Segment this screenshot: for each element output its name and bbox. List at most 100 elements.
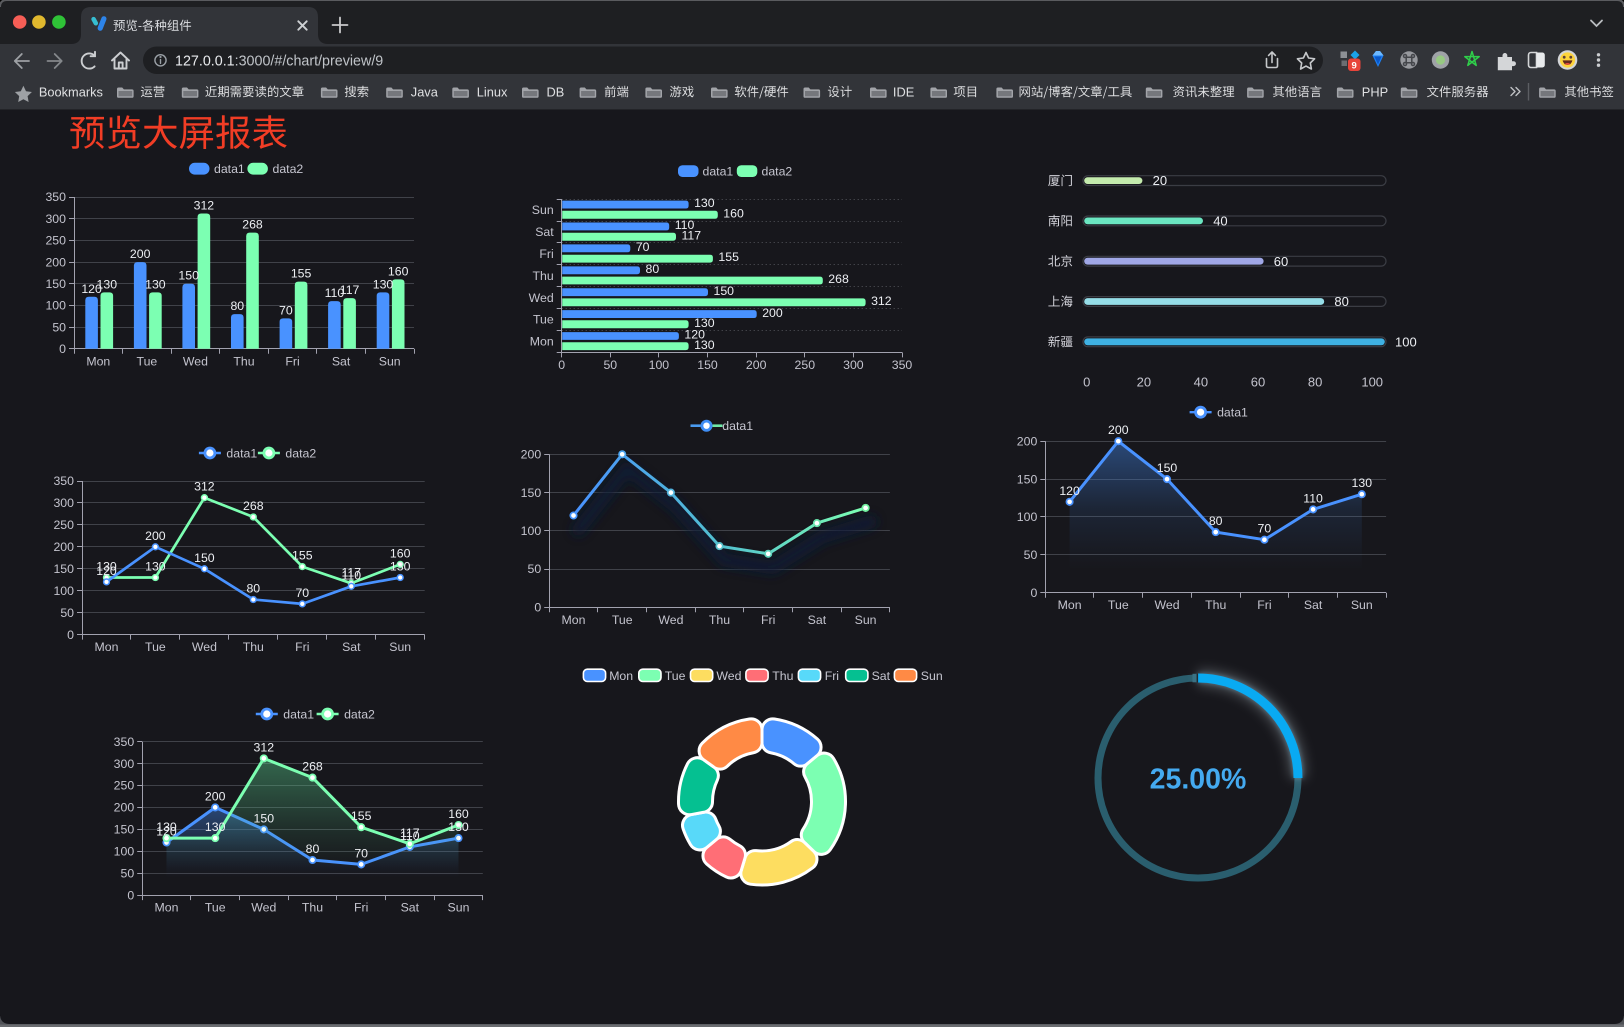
svg-text:350: 350 [53, 474, 74, 488]
svg-text:Sun: Sun [855, 613, 877, 627]
svg-text:160: 160 [448, 807, 469, 821]
svg-text:80: 80 [646, 262, 660, 276]
svg-text:110: 110 [400, 829, 420, 843]
svg-text:0: 0 [59, 342, 66, 356]
svg-text:150: 150 [178, 269, 199, 283]
svg-text:Thu: Thu [772, 669, 793, 683]
svg-text:80: 80 [230, 299, 244, 313]
svg-text:100: 100 [649, 358, 670, 372]
svg-text:Linux: Linux [477, 84, 508, 99]
svg-text:Thu: Thu [233, 354, 254, 368]
svg-text:Mon: Mon [530, 335, 554, 349]
svg-text:155: 155 [291, 267, 312, 281]
svg-text:Mon: Mon [609, 669, 633, 683]
svg-text:60: 60 [1251, 375, 1265, 390]
svg-text:Thu: Thu [1205, 598, 1226, 612]
svg-text:300: 300 [114, 757, 135, 771]
svg-text:250: 250 [795, 358, 816, 372]
svg-text:Fri: Fri [825, 669, 839, 683]
svg-text:155: 155 [718, 250, 739, 264]
svg-text:Mon: Mon [95, 640, 119, 654]
svg-text:312: 312 [254, 740, 275, 754]
svg-text:100: 100 [45, 299, 66, 313]
svg-text:Fri: Fri [285, 354, 299, 368]
svg-text:80: 80 [306, 842, 320, 856]
svg-text:data2: data2 [344, 707, 375, 721]
svg-text:117: 117 [682, 228, 702, 242]
svg-text:110: 110 [675, 218, 695, 232]
svg-text:Sat: Sat [342, 640, 361, 654]
svg-text:200: 200 [205, 789, 226, 803]
svg-text:50: 50 [528, 562, 542, 576]
svg-text:Tue: Tue [205, 901, 226, 915]
svg-text:Sat: Sat [808, 613, 827, 627]
svg-text:Wed: Wed [658, 613, 683, 627]
svg-text:data1: data1 [1217, 406, 1248, 420]
svg-text:20: 20 [1137, 375, 1151, 390]
svg-text:40: 40 [1194, 375, 1208, 390]
svg-text:Tue: Tue [533, 313, 554, 327]
svg-text:Sat: Sat [872, 669, 891, 683]
svg-text:100: 100 [521, 524, 542, 538]
svg-text:250: 250 [114, 779, 135, 793]
svg-text:data2: data2 [762, 165, 793, 179]
svg-text:250: 250 [53, 518, 74, 532]
svg-text:110: 110 [1303, 491, 1323, 505]
svg-text:120: 120 [1059, 484, 1080, 498]
svg-text:Sun: Sun [448, 901, 470, 915]
svg-text:300: 300 [53, 496, 74, 510]
svg-text:Wed: Wed [1154, 598, 1179, 612]
svg-text:150: 150 [114, 823, 135, 837]
svg-text:150: 150 [254, 811, 275, 825]
svg-text:Sun: Sun [532, 203, 554, 217]
svg-text:150: 150 [521, 486, 542, 500]
svg-text:100: 100 [53, 584, 74, 598]
svg-text:130: 130 [97, 277, 118, 291]
svg-text:200: 200 [145, 529, 166, 543]
svg-text:Sun: Sun [389, 640, 411, 654]
svg-text:Thu: Thu [532, 269, 553, 283]
svg-text:200: 200 [130, 247, 151, 261]
svg-text:117: 117 [340, 283, 360, 297]
svg-text:Java: Java [411, 84, 439, 99]
svg-text:130: 130 [694, 316, 715, 330]
svg-text:100: 100 [114, 845, 135, 859]
svg-text:Mon: Mon [562, 613, 586, 627]
svg-text:IDE: IDE [893, 84, 914, 99]
svg-text:Tue: Tue [665, 669, 686, 683]
svg-text:50: 50 [1024, 548, 1038, 562]
svg-text:110: 110 [325, 286, 345, 300]
svg-text:150: 150 [45, 277, 66, 291]
svg-text:120: 120 [81, 282, 102, 296]
svg-text:120: 120 [96, 564, 117, 578]
svg-text:70: 70 [279, 303, 293, 317]
svg-text:312: 312 [194, 480, 215, 494]
svg-text:300: 300 [45, 212, 66, 226]
svg-text:Wed: Wed [716, 669, 741, 683]
svg-text:0: 0 [558, 358, 565, 372]
svg-text:Sun: Sun [379, 354, 401, 368]
svg-text:100: 100 [1395, 334, 1417, 349]
svg-text:data1: data1 [214, 162, 245, 176]
svg-text:127.0.0.1:3000/#/chart/preview: 127.0.0.1:3000/#/chart/preview/9 [175, 53, 383, 69]
svg-text:70: 70 [295, 586, 309, 600]
svg-text:160: 160 [390, 546, 411, 560]
svg-text:130: 130 [145, 560, 166, 574]
svg-text:100: 100 [1361, 375, 1383, 390]
svg-text:Tue: Tue [137, 354, 158, 368]
svg-text:150: 150 [697, 358, 718, 372]
svg-text:25.00%: 25.00% [1150, 764, 1247, 796]
svg-text:130: 130 [205, 820, 226, 834]
svg-text:Wed: Wed [183, 354, 208, 368]
svg-text:Bookmarks: Bookmarks [39, 84, 103, 99]
svg-text:130: 130 [156, 820, 177, 834]
svg-text:data2: data2 [273, 162, 304, 176]
svg-text:312: 312 [871, 294, 892, 308]
svg-text:268: 268 [243, 499, 264, 513]
svg-text:Wed: Wed [529, 291, 554, 305]
svg-text:80: 80 [1209, 514, 1223, 528]
svg-text:80: 80 [1334, 294, 1348, 309]
svg-text:160: 160 [388, 264, 409, 278]
svg-text:data1: data1 [722, 419, 753, 433]
svg-text:Mon: Mon [1058, 598, 1082, 612]
